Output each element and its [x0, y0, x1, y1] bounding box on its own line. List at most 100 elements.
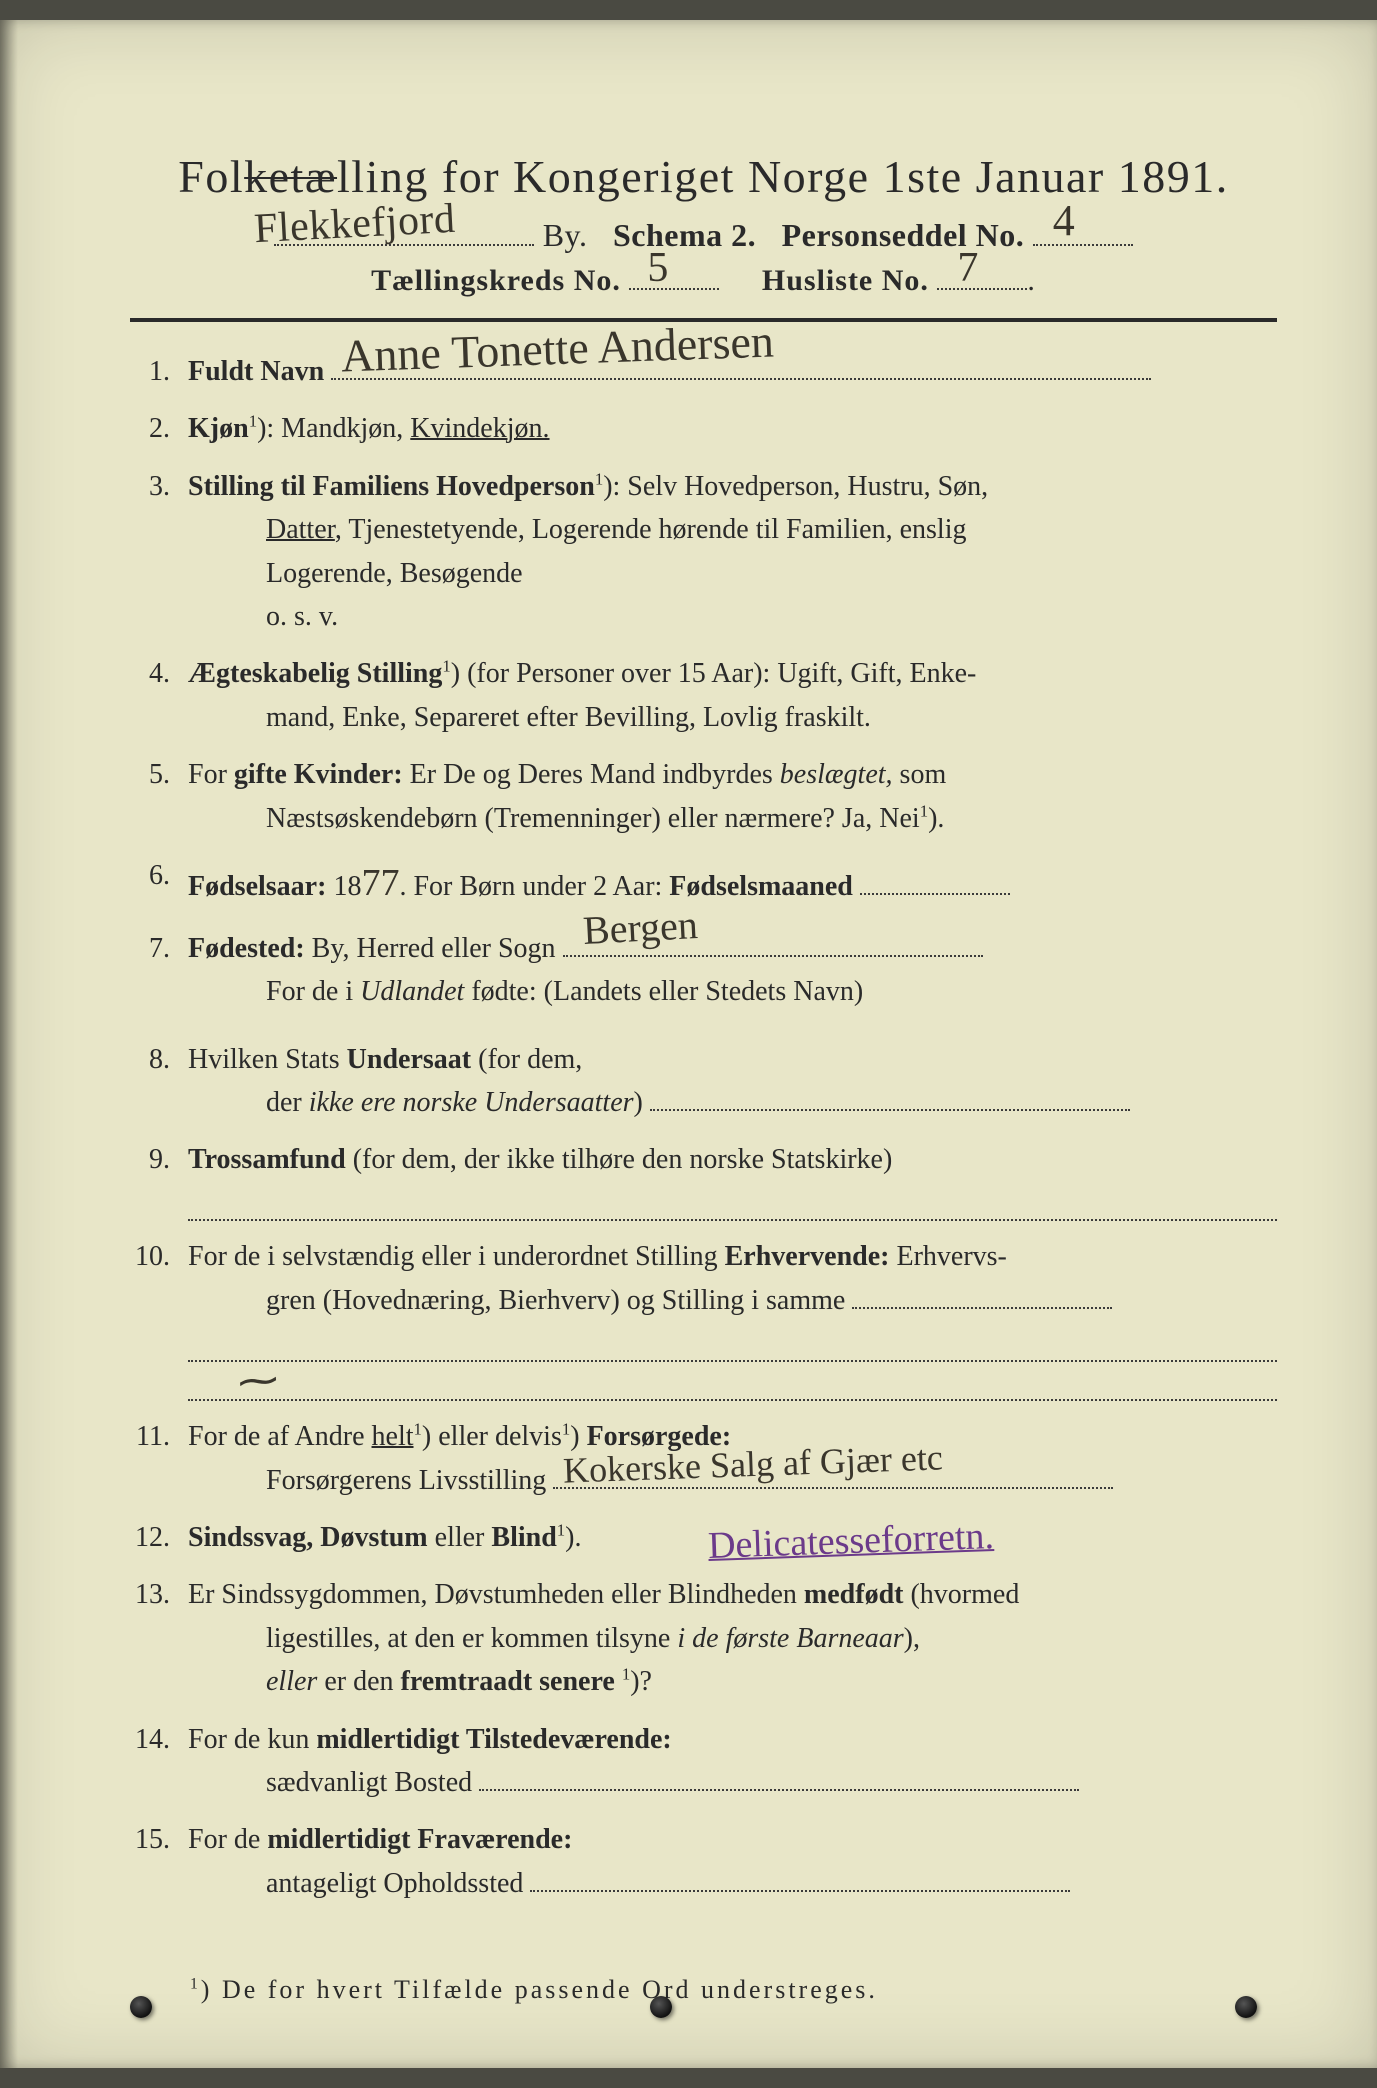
l5d: beslægtet, [780, 759, 893, 790]
l8a: Hvilken Stats [188, 1044, 347, 1075]
personseddel-val: 4 [1053, 195, 1076, 246]
l8-line2: der ikke ere norske Undersaatter) [188, 1081, 1277, 1124]
body-14: For de kun midlertidigt Tilstedeværende:… [188, 1718, 1277, 1805]
num-8: 8. [130, 1038, 188, 1125]
forsorger-hand: Kokerske Salg af Gjær etc [562, 1430, 944, 1499]
l14-line2: sædvanligt Bosted [188, 1761, 1277, 1804]
item-7: 7. Fødested: By, Herred eller Sogn Berge… [130, 927, 1277, 1014]
by-handwritten: Flekkefjord [253, 195, 457, 253]
body-15: For de midlertidigt Fraværende: antageli… [188, 1818, 1277, 1905]
item-13: 13. Er Sindssygdommen, Døvstumheden elle… [130, 1573, 1277, 1703]
l10a: For de i selvstændig eller i underordnet… [188, 1241, 725, 1272]
stilling-line4: o. s. v. [188, 595, 1277, 638]
kjon-options: ): Mandkjøn, [257, 413, 410, 444]
l7a: Fødested: [188, 933, 305, 964]
l15c: antageligt Opholdssted [266, 1868, 523, 1899]
title-pre: Fol [178, 151, 244, 202]
l14c: sædvanligt Bosted [266, 1767, 472, 1798]
body-1: Fuldt Navn Anne Tonette Andersen [188, 350, 1277, 393]
l12a: Sindssvag, Døvstum [188, 1522, 428, 1553]
num-7: 7. [130, 927, 188, 1014]
personseddel-field: 4 [1033, 244, 1133, 246]
label-fuldt-navn: Fuldt Navn [188, 356, 324, 387]
body-10: For de i selvstændig eller i underordnet… [188, 1235, 1277, 1401]
stilling-line3: Logerende, Besøgende [188, 552, 1277, 595]
trossamfund-field [188, 1188, 1277, 1222]
footnote-marker: 1 [190, 1976, 201, 1993]
l13-line3: eller er den fremtraadt senere 1)? [188, 1660, 1277, 1703]
l8f: ) [634, 1087, 643, 1118]
num-5: 5. [130, 753, 188, 840]
l10b: Erhvervende: [725, 1241, 890, 1272]
num-4: 4. [130, 652, 188, 739]
item-1: 1. Fuldt Navn Anne Tonette Andersen [130, 350, 1277, 393]
l7e: Udlandet [360, 976, 464, 1007]
l15b: midlertidigt Fraværende: [267, 1824, 572, 1855]
l6b: 18 [326, 871, 361, 902]
l11b: helt [372, 1421, 414, 1452]
l14a: For de kun [188, 1724, 316, 1755]
form-title: Folketælling for Kongeriget Norge 1ste J… [130, 150, 1277, 203]
form-header: Folketælling for Kongeriget Norge 1ste J… [130, 150, 1277, 298]
l5-line2: Næstsøskendebørn (Tremenninger) eller næ… [188, 797, 1277, 840]
item-14: 14. For de kun midlertidigt Tilstedevære… [130, 1718, 1277, 1805]
item-8: 8. Hvilken Stats Undersaat (for dem, der… [130, 1038, 1277, 1125]
l12d: ). [565, 1522, 581, 1553]
schema-label: Schema 2. [613, 217, 756, 253]
l11c: ) eller delvis [422, 1421, 562, 1452]
l11-line2: Forsørgerens Livsstilling Kokerske Salg … [188, 1459, 1277, 1502]
l11a: For de af Andre [188, 1421, 372, 1452]
item-9: 9. Trossamfund (for dem, der ikke tilhør… [130, 1138, 1277, 1221]
l8d: der [266, 1087, 309, 1118]
num-15: 15. [130, 1818, 188, 1905]
num-10: 10. [130, 1235, 188, 1401]
l9a: Trossamfund [188, 1144, 346, 1175]
l7d: For de i [266, 976, 360, 1007]
aegte-opts1: ) (for Personer over 15 Aar): Ugift, Gif… [451, 658, 977, 689]
l10-line2: gren (Hovednæring, Bierhverv) og Stillin… [188, 1279, 1277, 1322]
l5c: Er De og Deres Mand indbyrdes [403, 759, 780, 790]
husliste-val: 7 [957, 244, 979, 292]
l8b: Undersaat [347, 1044, 471, 1075]
tack-right [1235, 1996, 1257, 2018]
aegte-line2: mand, Enke, Separeret efter Bevilling, L… [188, 696, 1277, 739]
l14b: midlertidigt Tilstedeværende: [316, 1724, 671, 1755]
l8c: (for dem, [471, 1044, 582, 1075]
item-10: 10. For de i selvstændig eller i underor… [130, 1235, 1277, 1401]
body-3: Stilling til Familiens Hovedperson1): Se… [188, 465, 1277, 639]
num-9: 9. [130, 1138, 188, 1221]
l6e: Fødselsmaaned [669, 871, 853, 902]
num-12: 12. [130, 1516, 188, 1559]
datter-underlined: Datter [266, 514, 335, 545]
stilling-opts1: ): Selv Hovedperson, Hustru, Søn, [603, 471, 988, 502]
l5g: ). [928, 803, 944, 834]
l13h: er den [317, 1666, 400, 1697]
body-12: Sindssvag, Døvstum eller Blind1). Delica… [188, 1516, 1277, 1559]
kvindekjon: Kvindekjøn. [410, 413, 549, 444]
item-6: 6. Fødselsaar: 1877. For Børn under 2 Aa… [130, 854, 1277, 913]
item-15: 15. For de midlertidigt Fraværende: anta… [130, 1818, 1277, 1905]
flourish-mark: ⁓ [236, 1348, 280, 1413]
forsorger-field: Kokerske Salg af Gjær etc [553, 1487, 1113, 1489]
l9b: (for dem, der ikke tilhøre den norske St… [346, 1144, 893, 1175]
body-11: For de af Andre helt1) eller delvis1) Fo… [188, 1415, 1277, 1502]
subtitle-row-2: Tællingskreds No. 5 Husliste No. 7 . [130, 264, 1277, 298]
delicatesse-hand: Delicatesseforretn. [707, 1507, 995, 1576]
subtitle-row-1: Flekkefjord By. Schema 2. Personseddel N… [130, 217, 1277, 254]
l10c: Erhvervs- [889, 1241, 1006, 1272]
num-2: 2. [130, 407, 188, 450]
husliste-label: Husliste No. [762, 264, 929, 297]
num-6: 6. [130, 854, 188, 913]
erhverv-field3: ⁓ [188, 1368, 1277, 1402]
l7b: By, Herred eller Sogn [305, 933, 556, 964]
num-14: 14. [130, 1718, 188, 1805]
erhverv-field2 [188, 1328, 1277, 1362]
navn-handwritten: Anne Tonette Andersen [340, 305, 775, 391]
l5a: For [188, 759, 234, 790]
l13j: )? [630, 1666, 652, 1697]
by-field: Flekkefjord [274, 244, 534, 246]
bosted-field [479, 1789, 1079, 1791]
body-8: Hvilken Stats Undersaat (for dem, der ik… [188, 1038, 1277, 1125]
l10d: gren (Hovednæring, Bierhverv) og Stillin… [266, 1285, 845, 1316]
kreds-field: 5 [629, 288, 719, 290]
